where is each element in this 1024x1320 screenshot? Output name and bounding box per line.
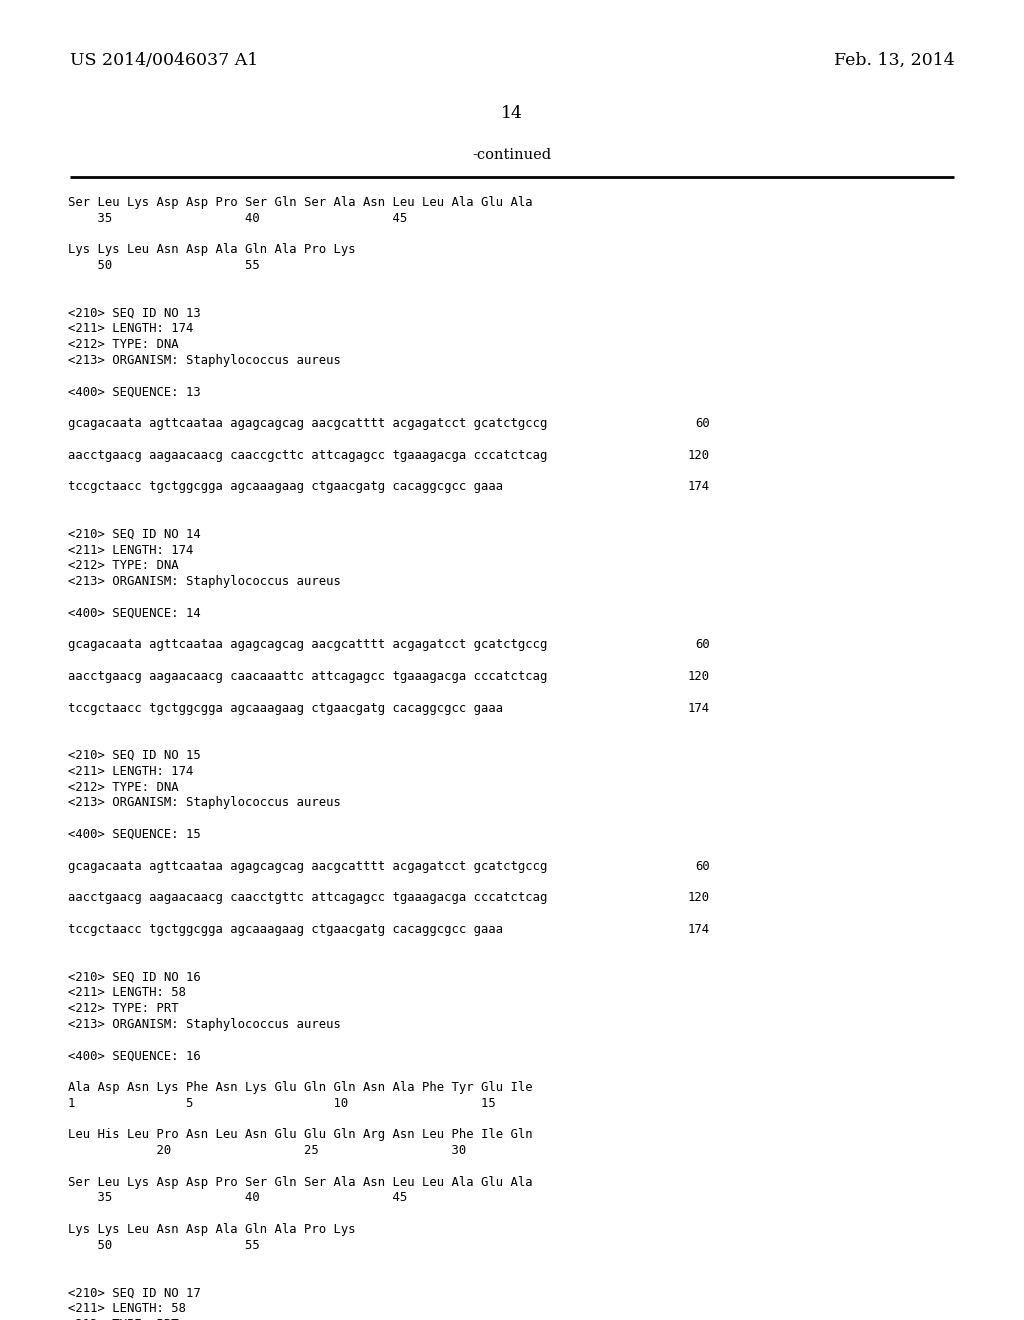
Text: 120: 120 xyxy=(688,891,710,904)
Text: 50                  55: 50 55 xyxy=(68,259,260,272)
Text: Leu His Leu Pro Asn Leu Asn Glu Glu Gln Arg Asn Leu Phe Ile Gln: Leu His Leu Pro Asn Leu Asn Glu Glu Gln … xyxy=(68,1129,532,1142)
Text: 120: 120 xyxy=(688,449,710,462)
Text: aacctgaacg aagaacaacg caacctgttc attcagagcc tgaaagacga cccatctcag: aacctgaacg aagaacaacg caacctgttc attcaga… xyxy=(68,891,548,904)
Text: <213> ORGANISM: Staphylococcus aureus: <213> ORGANISM: Staphylococcus aureus xyxy=(68,1018,341,1031)
Text: 60: 60 xyxy=(695,859,710,873)
Text: <212> TYPE: PRT: <212> TYPE: PRT xyxy=(68,1317,178,1320)
Text: <400> SEQUENCE: 14: <400> SEQUENCE: 14 xyxy=(68,607,201,620)
Text: <211> LENGTH: 58: <211> LENGTH: 58 xyxy=(68,986,186,999)
Text: <400> SEQUENCE: 13: <400> SEQUENCE: 13 xyxy=(68,385,201,399)
Text: <212> TYPE: PRT: <212> TYPE: PRT xyxy=(68,1002,178,1015)
Text: Lys Lys Leu Asn Asp Ala Gln Ala Pro Lys: Lys Lys Leu Asn Asp Ala Gln Ala Pro Lys xyxy=(68,1224,355,1236)
Text: <400> SEQUENCE: 15: <400> SEQUENCE: 15 xyxy=(68,828,201,841)
Text: tccgctaacc tgctggcgga agcaaagaag ctgaacgatg cacaggcgcc gaaa: tccgctaacc tgctggcgga agcaaagaag ctgaacg… xyxy=(68,702,503,714)
Text: 35                  40                  45: 35 40 45 xyxy=(68,211,408,224)
Text: <213> ORGANISM: Staphylococcus aureus: <213> ORGANISM: Staphylococcus aureus xyxy=(68,576,341,589)
Text: tccgctaacc tgctggcgga agcaaagaag ctgaacgatg cacaggcgcc gaaa: tccgctaacc tgctggcgga agcaaagaag ctgaacg… xyxy=(68,923,503,936)
Text: <213> ORGANISM: Staphylococcus aureus: <213> ORGANISM: Staphylococcus aureus xyxy=(68,796,341,809)
Text: 174: 174 xyxy=(688,923,710,936)
Text: aacctgaacg aagaacaacg caacaaattc attcagagcc tgaaagacga cccatctcag: aacctgaacg aagaacaacg caacaaattc attcaga… xyxy=(68,671,548,682)
Text: <212> TYPE: DNA: <212> TYPE: DNA xyxy=(68,560,178,573)
Text: 60: 60 xyxy=(695,639,710,651)
Text: 174: 174 xyxy=(688,480,710,494)
Text: 50                  55: 50 55 xyxy=(68,1238,260,1251)
Text: <211> LENGTH: 58: <211> LENGTH: 58 xyxy=(68,1302,186,1315)
Text: 1               5                   10                  15: 1 5 10 15 xyxy=(68,1097,496,1110)
Text: aacctgaacg aagaacaacg caaccgcttc attcagagcc tgaaagacga cccatctcag: aacctgaacg aagaacaacg caaccgcttc attcaga… xyxy=(68,449,548,462)
Text: Ser Leu Lys Asp Asp Pro Ser Gln Ser Ala Asn Leu Leu Ala Glu Ala: Ser Leu Lys Asp Asp Pro Ser Gln Ser Ala … xyxy=(68,195,532,209)
Text: gcagacaata agttcaataa agagcagcag aacgcatttt acgagatcct gcatctgccg: gcagacaata agttcaataa agagcagcag aacgcat… xyxy=(68,417,548,430)
Text: 35                  40                  45: 35 40 45 xyxy=(68,1192,408,1204)
Text: 20                  25                  30: 20 25 30 xyxy=(68,1144,466,1158)
Text: tccgctaacc tgctggcgga agcaaagaag ctgaacgatg cacaggcgcc gaaa: tccgctaacc tgctggcgga agcaaagaag ctgaacg… xyxy=(68,480,503,494)
Text: Feb. 13, 2014: Feb. 13, 2014 xyxy=(834,51,954,69)
Text: 174: 174 xyxy=(688,702,710,714)
Text: <210> SEQ ID NO 14: <210> SEQ ID NO 14 xyxy=(68,528,201,541)
Text: <213> ORGANISM: Staphylococcus aureus: <213> ORGANISM: Staphylococcus aureus xyxy=(68,354,341,367)
Text: <211> LENGTH: 174: <211> LENGTH: 174 xyxy=(68,322,194,335)
Text: <211> LENGTH: 174: <211> LENGTH: 174 xyxy=(68,764,194,777)
Text: <210> SEQ ID NO 16: <210> SEQ ID NO 16 xyxy=(68,970,201,983)
Text: <210> SEQ ID NO 13: <210> SEQ ID NO 13 xyxy=(68,306,201,319)
Text: <210> SEQ ID NO 15: <210> SEQ ID NO 15 xyxy=(68,748,201,762)
Text: Ala Asp Asn Lys Phe Asn Lys Glu Gln Gln Asn Ala Phe Tyr Glu Ile: Ala Asp Asn Lys Phe Asn Lys Glu Gln Gln … xyxy=(68,1081,532,1094)
Text: Ser Leu Lys Asp Asp Pro Ser Gln Ser Ala Asn Leu Leu Ala Glu Ala: Ser Leu Lys Asp Asp Pro Ser Gln Ser Ala … xyxy=(68,1176,532,1188)
Text: -continued: -continued xyxy=(472,148,552,162)
Text: <211> LENGTH: 174: <211> LENGTH: 174 xyxy=(68,544,194,557)
Text: gcagacaata agttcaataa agagcagcag aacgcatttt acgagatcct gcatctgccg: gcagacaata agttcaataa agagcagcag aacgcat… xyxy=(68,639,548,651)
Text: <212> TYPE: DNA: <212> TYPE: DNA xyxy=(68,780,178,793)
Text: Lys Lys Leu Asn Asp Ala Gln Ala Pro Lys: Lys Lys Leu Asn Asp Ala Gln Ala Pro Lys xyxy=(68,243,355,256)
Text: <400> SEQUENCE: 16: <400> SEQUENCE: 16 xyxy=(68,1049,201,1063)
Text: gcagacaata agttcaataa agagcagcag aacgcatttt acgagatcct gcatctgccg: gcagacaata agttcaataa agagcagcag aacgcat… xyxy=(68,859,548,873)
Text: 60: 60 xyxy=(695,417,710,430)
Text: <212> TYPE: DNA: <212> TYPE: DNA xyxy=(68,338,178,351)
Text: 14: 14 xyxy=(501,106,523,121)
Text: <210> SEQ ID NO 17: <210> SEQ ID NO 17 xyxy=(68,1286,201,1299)
Text: US 2014/0046037 A1: US 2014/0046037 A1 xyxy=(70,51,258,69)
Text: 120: 120 xyxy=(688,671,710,682)
